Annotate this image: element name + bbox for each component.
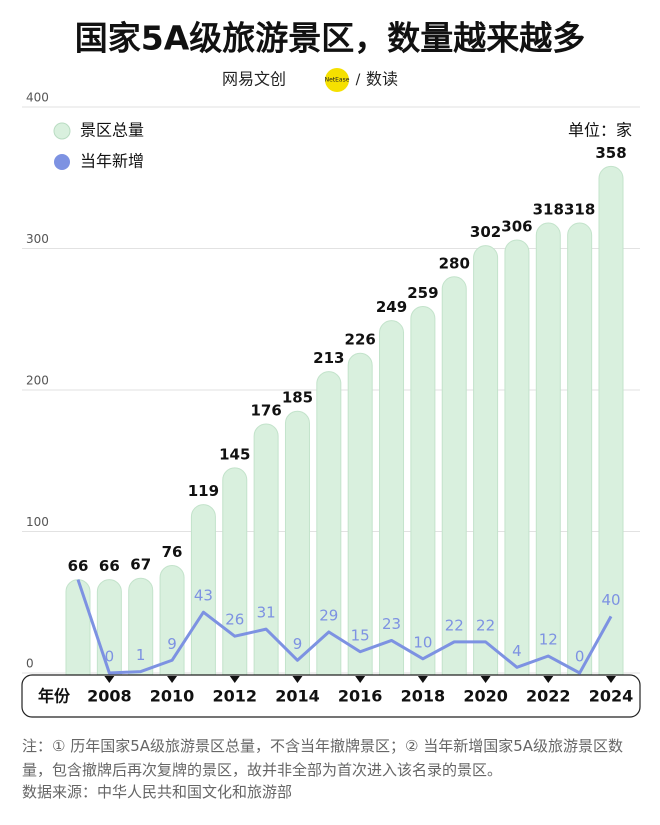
bar-value-label: 280 — [439, 254, 470, 272]
line-value-label: 43 — [194, 587, 213, 605]
line-value-label: 29 — [319, 606, 338, 624]
legend-label: 当年新增 — [80, 152, 144, 171]
x-tick — [480, 676, 491, 683]
legend-swatch — [53, 122, 71, 140]
bar-value-label: 213 — [313, 349, 344, 367]
bar-value-label: 259 — [407, 284, 438, 302]
bar-value-label: 185 — [282, 389, 313, 407]
line-value-label: 10 — [413, 633, 432, 651]
line-value-label: 9 — [167, 635, 177, 653]
line-value-label: 4 — [512, 642, 522, 660]
bar-value-label: 145 — [219, 445, 250, 463]
line-value-label: 0 — [575, 648, 585, 666]
bar — [253, 423, 279, 678]
legend-label: 景区总量 — [80, 121, 144, 140]
line-value-label: 23 — [382, 615, 401, 633]
source: 数据来源：中华人民共和国文化和旅游部 — [22, 783, 293, 801]
bar — [441, 276, 467, 678]
x-tick-label: 2016 — [338, 687, 383, 706]
y-tick-label: 200 — [26, 374, 49, 388]
legend-swatch — [54, 154, 70, 170]
brand-badge: NetEase — [325, 77, 350, 84]
unit-label: 单位：家 — [568, 121, 632, 140]
bar-value-label: 358 — [595, 144, 626, 162]
brand-name: 网易文创 — [222, 70, 286, 89]
bar — [535, 222, 561, 678]
x-tick — [229, 676, 240, 683]
y-tick-label: 0 — [26, 657, 34, 671]
bar-value-label: 306 — [501, 218, 532, 236]
line-value-label: 1 — [136, 646, 146, 664]
x-axis-title: 年份 — [38, 687, 71, 706]
brand-badge-bg — [325, 68, 349, 92]
bar-value-label: 302 — [470, 223, 501, 241]
bar-value-label: 249 — [376, 298, 407, 316]
bar-value-label: 76 — [162, 543, 183, 561]
x-tick — [104, 676, 115, 683]
y-tick-label: 100 — [26, 515, 49, 529]
chart-title: 国家5A级旅游景区，数量越来越多 — [75, 19, 586, 58]
x-tick-label: 2018 — [401, 687, 446, 706]
y-tick-label: 300 — [26, 232, 49, 246]
y-tick-label: 400 — [26, 91, 49, 105]
x-tick-label: 2020 — [463, 687, 508, 706]
bar-value-label: 66 — [99, 557, 120, 575]
bar-value-label: 66 — [68, 557, 89, 575]
x-tick — [606, 676, 616, 683]
notes: 注：① 历年国家5A级旅游景区总量，不含当年撤牌景区；② 当年新增国家5A级旅游… — [22, 737, 624, 779]
x-tick-label: 2024 — [589, 687, 634, 706]
brand-section: 数读 — [366, 70, 398, 89]
line-value-label: 9 — [293, 635, 303, 653]
x-tick — [292, 676, 303, 683]
line-value-label: 40 — [601, 591, 620, 609]
bar-value-label: 318 — [564, 201, 595, 219]
x-tick-label: 2014 — [275, 687, 320, 706]
bar — [190, 504, 216, 678]
line — [76, 579, 613, 675]
brand-separator: / — [356, 72, 361, 88]
x-tick-label: 2022 — [526, 687, 571, 706]
bar — [379, 320, 405, 678]
x-tick — [355, 676, 366, 683]
bar — [567, 222, 593, 678]
x-tick — [543, 676, 554, 683]
line-value-label: 15 — [351, 626, 370, 644]
line-value-label: 31 — [257, 604, 276, 622]
x-tick — [417, 676, 428, 683]
bar — [284, 410, 310, 678]
bar — [128, 577, 154, 678]
line-value-label: 26 — [225, 611, 244, 629]
line-value-label: 22 — [476, 616, 495, 634]
bar — [347, 352, 373, 678]
bar — [598, 165, 624, 678]
x-tick-label: 2012 — [212, 687, 257, 706]
bar-value-label: 119 — [188, 482, 219, 500]
bar-value-label: 226 — [345, 331, 376, 349]
bar-value-label: 67 — [130, 556, 151, 574]
bar — [65, 579, 91, 678]
line-value-label: 22 — [445, 616, 464, 634]
chart: 国家5A级旅游景区，数量越来越多 网易文创 NetEase / 数读 单位：家 … — [21, 19, 641, 718]
x-tick-label: 2010 — [150, 687, 195, 706]
bar — [316, 371, 342, 678]
bar — [410, 306, 436, 678]
line-value-label: 0 — [105, 648, 115, 666]
x-axis-box — [21, 674, 641, 718]
bar — [222, 467, 248, 678]
bar-value-label: 318 — [533, 201, 564, 219]
x-tick — [167, 676, 178, 683]
bar — [473, 245, 499, 678]
x-tick-label: 2008 — [87, 687, 132, 706]
bar-value-label: 176 — [250, 401, 281, 419]
line-value-label: 12 — [539, 631, 558, 649]
bar — [504, 239, 530, 678]
